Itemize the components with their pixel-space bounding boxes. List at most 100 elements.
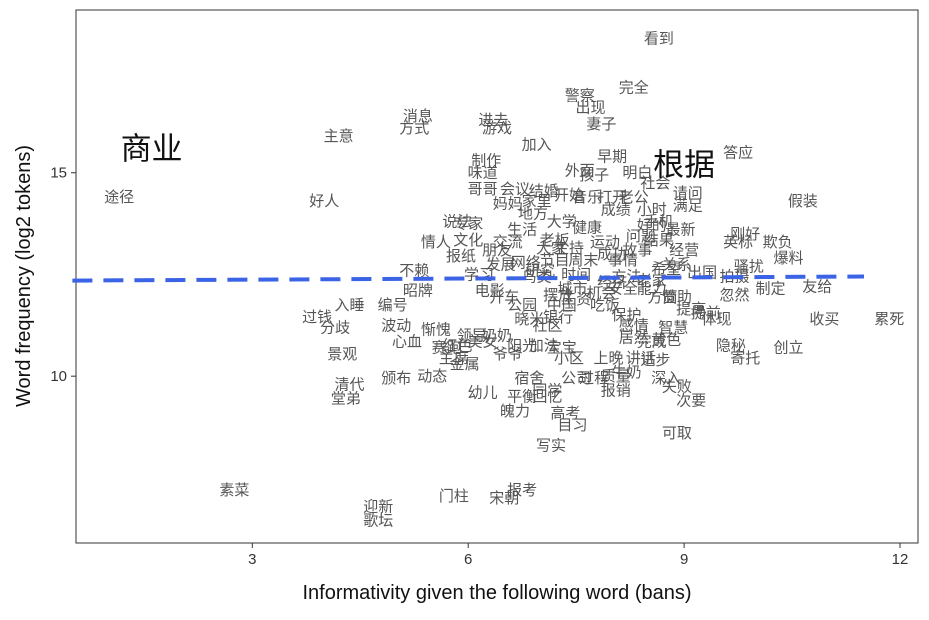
word-point: 目习 xyxy=(558,416,588,434)
word-point: 节目 xyxy=(540,251,570,269)
word-point: 宝宝 xyxy=(547,339,577,357)
word-point: 次要 xyxy=(676,392,706,410)
word-point: 颁布 xyxy=(381,369,411,387)
word-point: 专家 xyxy=(453,215,483,233)
word-point: 堂弟 xyxy=(331,390,361,408)
word-point: 金属 xyxy=(450,355,480,373)
word-point: 刚好 xyxy=(730,225,760,243)
word-point: 收买 xyxy=(809,310,839,328)
word-point: 宿舍 xyxy=(514,369,544,387)
word-point: 假装 xyxy=(788,192,818,210)
word-point: 中国 xyxy=(547,296,577,314)
word-point: 阳光 xyxy=(507,337,537,355)
word-point: 满足 xyxy=(673,196,703,214)
word-point: 质量 xyxy=(601,367,631,385)
word-point: 摆放 xyxy=(543,286,573,304)
word-point: 不赖 xyxy=(399,261,429,279)
word-point: 过钱 xyxy=(302,308,332,326)
word-point: 红色 xyxy=(442,337,472,355)
word-point: 明白 xyxy=(622,164,652,182)
word-point: 请问 xyxy=(673,184,703,202)
x-tick-label: 9 xyxy=(680,551,688,568)
word-point: 加法 xyxy=(529,337,559,355)
word-point: 妈妈 xyxy=(493,194,523,212)
word-point: 哥哥 xyxy=(468,180,498,198)
word-point: 能力 xyxy=(637,280,667,298)
word-point: 家里 xyxy=(522,192,552,210)
word-point: 成绩 xyxy=(601,200,631,218)
word-point: 分歧 xyxy=(320,318,350,336)
word-point: 吃饭 xyxy=(590,296,620,314)
x-tick-label: 3 xyxy=(248,551,256,568)
word-point: 累死 xyxy=(874,310,904,328)
word-point: 主持 xyxy=(554,239,584,257)
word-point: 制作 xyxy=(471,152,501,170)
word-point: 骚扰 xyxy=(734,257,764,275)
word-point: 方面 xyxy=(648,288,678,306)
word-point: 打开 xyxy=(597,188,627,206)
word-point: 最新 xyxy=(666,221,696,239)
word-point: 波动 xyxy=(381,316,411,334)
word-point: 问题 xyxy=(626,227,656,245)
x-axis: 3 6 9 12 xyxy=(248,543,908,568)
word-point: 居然 xyxy=(619,329,649,347)
word-point: 领导 xyxy=(457,326,487,344)
word-point: 手机 xyxy=(644,213,674,231)
word-point: 体现 xyxy=(701,310,731,328)
word-point: 警察 xyxy=(565,86,595,104)
word-point: 故事 xyxy=(622,241,652,259)
word-point: 上晚 xyxy=(594,349,624,367)
word-point: 奶奶 xyxy=(482,326,512,344)
word-point: 味道 xyxy=(468,164,498,182)
word-point: 进去 xyxy=(478,111,508,129)
word-point: 寄托 xyxy=(730,349,760,367)
word-point: 欺负 xyxy=(763,233,793,251)
word-point: 爷爷 xyxy=(493,345,523,363)
word-point: 素菜 xyxy=(219,481,249,499)
word-point: 出现 xyxy=(576,99,606,117)
word-point: 途径 xyxy=(104,188,134,206)
word-point: 事情 xyxy=(608,251,638,269)
highlighted-words: 商业 根据 xyxy=(121,131,716,183)
word-point: 城市 xyxy=(558,280,588,298)
word-point: 答应 xyxy=(723,143,753,161)
word-point: 安全 xyxy=(608,280,638,298)
word-point: 开始 xyxy=(554,186,584,204)
word-point: 消息 xyxy=(403,107,433,125)
word-point: 老板 xyxy=(540,231,570,249)
word-point: 网络 xyxy=(511,253,541,271)
word-point: 完全 xyxy=(619,78,649,96)
word-point: 制定 xyxy=(755,280,785,298)
highlighted-word: 商业 xyxy=(121,131,183,167)
word-point: 大学 xyxy=(547,213,577,231)
plot-panel xyxy=(75,9,919,544)
word-point: 可取 xyxy=(662,424,692,442)
word-point: 进步 xyxy=(640,351,670,369)
word-point: 文化 xyxy=(453,231,483,249)
word-point: 妻子 xyxy=(586,115,616,133)
word-point: 小时 xyxy=(637,200,667,218)
word-point: 景观 xyxy=(327,345,357,363)
word-point: 清代 xyxy=(334,375,364,393)
word-point: 英标 xyxy=(723,233,753,251)
word-point: 情人 xyxy=(421,233,451,251)
word-point: 失败 xyxy=(662,377,692,395)
word-point: 健康 xyxy=(572,219,602,237)
word-point: 高考 xyxy=(550,404,580,422)
word-point: 牛奶 xyxy=(612,363,642,381)
word-point: 完成 xyxy=(637,333,667,351)
word-point: 报销 xyxy=(601,381,631,399)
word-point: 说法 xyxy=(442,213,472,231)
word-point: 外面 xyxy=(565,162,595,180)
word-point: 黄色 xyxy=(651,331,681,349)
word-point: 美女 xyxy=(468,333,498,351)
word-point: 关系 xyxy=(662,255,692,273)
word-point: 宋朝 xyxy=(489,489,519,507)
word-point: 方法 xyxy=(612,268,642,286)
word-point: 银行 xyxy=(543,308,573,326)
word-point: 生活 xyxy=(507,221,537,239)
word-point: 结婚 xyxy=(529,182,559,200)
word-point: 地方 xyxy=(518,204,548,222)
word-point: 经营 xyxy=(669,241,699,259)
word-point: 平衡 xyxy=(507,388,537,406)
